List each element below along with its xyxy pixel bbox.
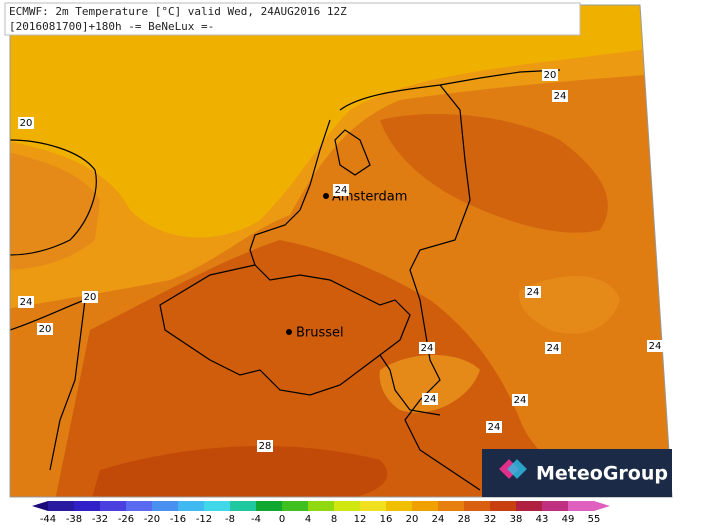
city-dot	[286, 329, 292, 335]
colorbar-swatch	[438, 501, 465, 511]
subtitle: [2016081700]+180h -= BeNeLux =-	[9, 20, 214, 33]
colorbar-label: -12	[196, 514, 212, 525]
contour-label: 24	[547, 343, 560, 354]
contour-label: 24	[20, 297, 33, 308]
contour-label: 24	[421, 343, 434, 354]
colorbar-swatch	[386, 501, 413, 511]
contour-label: 20	[84, 292, 97, 303]
colorbar-swatch	[74, 501, 101, 511]
colorbar-end	[32, 501, 48, 511]
contour-label: 24	[649, 341, 662, 352]
contour-label: 24	[514, 395, 527, 406]
colorbar-swatch	[256, 501, 283, 511]
contour-label-bg	[512, 394, 528, 406]
colorbar-label: 4	[305, 514, 311, 525]
colorbar-label: 12	[354, 514, 367, 525]
colorbar-swatch	[412, 501, 439, 511]
contour-label-bg	[525, 286, 541, 298]
colorbar-swatch	[230, 501, 257, 511]
contour-label-bg	[37, 323, 53, 335]
colorbar-label: -44	[40, 514, 56, 525]
contour-labels: 20 24 20 24 24 20 24 20 24 24 24 24 24 24 28	[18, 69, 663, 452]
title-box	[4, 2, 581, 36]
contour-label-bg	[18, 296, 34, 308]
contour-label-bg	[486, 421, 502, 433]
colorbar-label: -32	[92, 514, 108, 525]
colorbar-label: 0	[279, 514, 285, 525]
colorbar-swatch	[516, 501, 543, 511]
colorbar-swatch	[542, 501, 569, 511]
contour-label-bg	[419, 342, 435, 354]
colorbar-label: -26	[118, 514, 134, 525]
contour-label: 28	[259, 441, 272, 452]
contour-label: 24	[554, 91, 567, 102]
contour-label-bg	[333, 184, 349, 196]
colorbar-label: -38	[66, 514, 82, 525]
colorbar-label: 49	[562, 514, 575, 525]
colorbar-label: -20	[144, 514, 160, 525]
colorbar-label: 28	[458, 514, 471, 525]
colorbar-label: -8	[225, 514, 235, 525]
colorbar-end	[594, 501, 610, 511]
colorbar-label: 24	[432, 514, 445, 525]
colorbar-label: -16	[170, 514, 186, 525]
logo-icon	[499, 459, 527, 479]
contour-label-bg	[545, 342, 561, 354]
colorbar-swatch	[152, 501, 179, 511]
colorbar-label: 38	[510, 514, 523, 525]
logo-text: MeteoGroup	[536, 463, 668, 485]
contour-label-bg	[647, 340, 663, 352]
city-label: Amsterdam	[332, 190, 407, 205]
contour-label: 24	[488, 422, 501, 433]
colorbar-swatch	[360, 501, 387, 511]
colorbar-swatch	[48, 501, 75, 511]
city-dot	[323, 193, 329, 199]
contour-label: 20	[20, 118, 33, 129]
colorbar: -44 -38 -32 -26 -20 -16 -12 -8 -4 0 4 8 12 16 20 24 28 32…	[32, 501, 610, 525]
colorbar-swatch	[568, 501, 595, 511]
colorbar-label: 43	[536, 514, 549, 525]
colorbar-swatch	[464, 501, 491, 511]
contour-label-bg	[542, 69, 558, 81]
colorbar-swatch	[490, 501, 517, 511]
contour-label: 20	[544, 70, 557, 81]
colorbar-label: 8	[331, 514, 337, 525]
contour-label-bg	[422, 393, 438, 405]
title: ECMWF: 2m Temperature [°C] valid Wed, 24…	[9, 5, 347, 18]
colorbar-swatch	[178, 501, 205, 511]
colorbar-label: 16	[380, 514, 393, 525]
contour-label: 24	[335, 185, 348, 196]
colorbar-label: 32	[484, 514, 497, 525]
contour-label-bg	[257, 440, 273, 452]
colorbar-swatch	[282, 501, 309, 511]
city-label: Brussel	[296, 326, 344, 341]
contour-label: 20	[39, 324, 52, 335]
colorbar-swatch	[204, 501, 231, 511]
colorbar-swatch	[308, 501, 335, 511]
contour-label: 24	[424, 394, 437, 405]
colorbar-swatch	[100, 501, 127, 511]
colorbar-label: -4	[251, 514, 261, 525]
contour-label-bg	[552, 90, 568, 102]
colorbar-label: 20	[406, 514, 419, 525]
colorbar-swatch	[126, 501, 153, 511]
contour-label-bg	[18, 117, 34, 129]
colorbar-label: 55	[588, 514, 601, 525]
contour-label: 24	[527, 287, 540, 298]
colorbar-swatch	[334, 501, 361, 511]
contour-label-bg	[82, 291, 98, 303]
